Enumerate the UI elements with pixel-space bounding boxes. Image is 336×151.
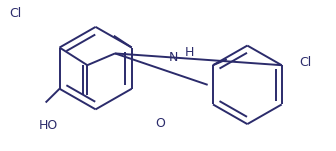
Text: O: O — [155, 117, 165, 130]
Text: HO: HO — [39, 119, 58, 132]
Text: Cl: Cl — [9, 7, 22, 20]
Text: N: N — [169, 51, 178, 64]
Text: Cl: Cl — [299, 56, 311, 69]
Text: H: H — [185, 46, 194, 59]
